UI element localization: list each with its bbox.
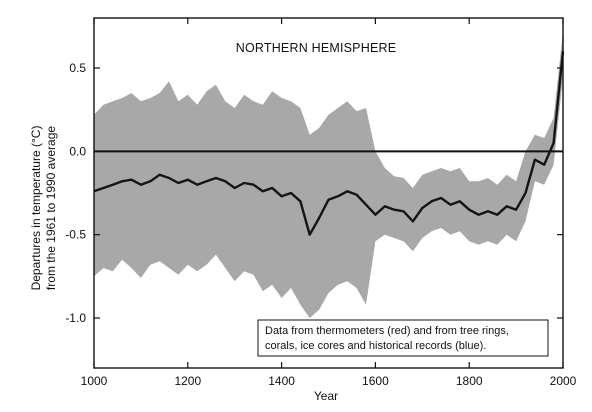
- x-tick-label: 1200: [174, 374, 201, 388]
- y-tick-label: 0.5: [69, 61, 86, 75]
- x-tick-label: 1400: [268, 374, 295, 388]
- annotation-line-1: Data from thermometers (red) and from tr…: [265, 325, 509, 337]
- x-tick-label: 2000: [550, 374, 577, 388]
- chart-title: NORTHERN HEMISPHERE: [236, 41, 397, 55]
- y-axis-title: Departures in temperature (°C) from the …: [29, 126, 58, 291]
- y-tick-label: -0.5: [65, 228, 86, 242]
- y-tick-label: -1.0: [65, 311, 86, 325]
- x-tick-label: 1800: [456, 374, 483, 388]
- annotation-border: [257, 319, 549, 357]
- x-tick-label: 1000: [81, 374, 108, 388]
- x-tick-label: 1600: [362, 374, 389, 388]
- annotation-box: Data from thermometers (red) and from tr…: [257, 319, 549, 357]
- plot-area: [93, 31, 565, 319]
- uncertainty-band: [94, 31, 563, 319]
- reconstruction-line: [93, 51, 565, 236]
- axes: 1000 1200 1400 1600 1800 2000 0.5 0.0 -0.5 -1.0: [65, 17, 577, 388]
- x-axis-title: Year: [314, 389, 338, 403]
- annotation-line-2: corals, ice cores and historical records…: [265, 340, 486, 352]
- y-axis-title-line-2: from the 1961 to 1990 average: [44, 126, 58, 290]
- plot-frame: [93, 17, 564, 369]
- y-axis-title-line-1: Departures in temperature (°C): [29, 126, 43, 291]
- y-tick-label: 0.0: [69, 144, 86, 158]
